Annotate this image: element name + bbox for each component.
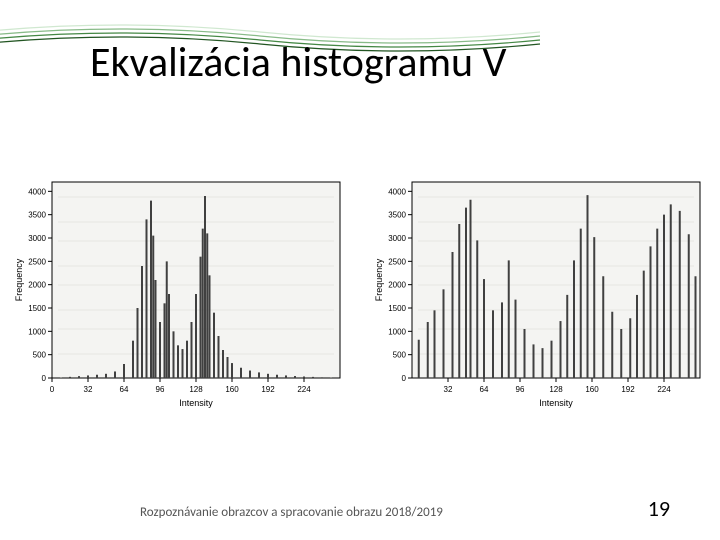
svg-text:3000: 3000 [388, 234, 406, 243]
svg-text:Intensity: Intensity [539, 398, 573, 408]
histogram-original: 0 500 1000 1500 2000 2500 3000 3500 4000 0 32 64 96 1… [10, 170, 350, 410]
svg-text:128: 128 [189, 385, 203, 394]
svg-text:96: 96 [156, 385, 165, 394]
svg-text:32: 32 [444, 385, 453, 394]
svg-text:192: 192 [621, 385, 635, 394]
svg-text:0: 0 [50, 385, 55, 394]
svg-text:500: 500 [33, 351, 47, 360]
svg-text:224: 224 [297, 385, 311, 394]
svg-text:1500: 1500 [28, 304, 46, 313]
svg-text:4000: 4000 [388, 187, 406, 196]
svg-text:3500: 3500 [388, 211, 406, 220]
svg-text:3500: 3500 [28, 211, 46, 220]
svg-text:2500: 2500 [388, 257, 406, 266]
svg-text:4000: 4000 [28, 187, 46, 196]
svg-text:0: 0 [402, 374, 407, 383]
svg-text:Frequency: Frequency [14, 258, 24, 301]
footer-text: Rozpoznávanie obrazcov a spracovanie obr… [140, 505, 443, 520]
svg-text:0: 0 [42, 374, 47, 383]
svg-text:2000: 2000 [388, 281, 406, 290]
charts-row: 0 500 1000 1500 2000 2500 3000 3500 4000 0 32 64 96 1… [0, 170, 720, 410]
svg-text:224: 224 [657, 385, 671, 394]
svg-text:2500: 2500 [28, 257, 46, 266]
svg-text:1500: 1500 [388, 304, 406, 313]
svg-text:2000: 2000 [28, 281, 46, 290]
svg-text:500: 500 [393, 351, 407, 360]
svg-text:160: 160 [585, 385, 599, 394]
svg-text:64: 64 [120, 385, 129, 394]
page-number: 19 [648, 495, 670, 522]
svg-text:160: 160 [225, 385, 239, 394]
svg-text:96: 96 [516, 385, 525, 394]
svg-text:32: 32 [84, 385, 93, 394]
svg-text:1000: 1000 [388, 327, 406, 336]
svg-text:64: 64 [480, 385, 489, 394]
svg-text:Intensity: Intensity [179, 398, 213, 408]
svg-text:3000: 3000 [28, 234, 46, 243]
svg-text:1000: 1000 [28, 327, 46, 336]
slide-container: Ekvalizácia histogramu V 0 500 1000 1500 200… [0, 0, 720, 540]
histogram-equalized: 0 500 1000 1500 2000 2500 3000 3500 4000 32 64 96 12… [370, 170, 710, 410]
svg-text:Frequency: Frequency [374, 258, 384, 301]
svg-text:192: 192 [261, 385, 275, 394]
slide-title: Ekvalizácia histogramu V [90, 40, 506, 86]
svg-text:128: 128 [549, 385, 563, 394]
